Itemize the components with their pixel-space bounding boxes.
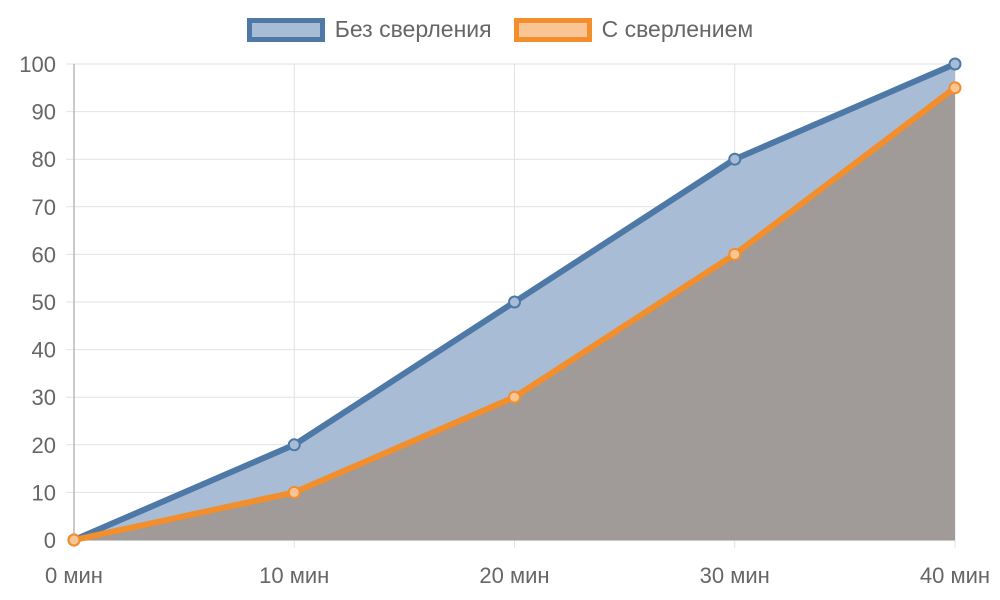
x-tick-label-0: 0 мин: [45, 563, 103, 588]
y-tick-label-10: 10: [32, 480, 56, 505]
data-point-series1-0: [67, 533, 81, 547]
y-tick-label-30: 30: [32, 385, 56, 410]
data-point-series0-4: [948, 57, 962, 71]
y-tick-label-80: 80: [32, 147, 56, 172]
x-tick-label-1: 10 мин: [259, 563, 329, 588]
legend-label-with-drilling: С сверлением: [601, 16, 754, 42]
x-tick-label-2: 20 мин: [479, 563, 549, 588]
y-tick-label-50: 50: [32, 290, 56, 315]
legend-label-no-drilling: Без сверления: [334, 16, 492, 42]
x-tick-label-4: 40 мин: [920, 563, 990, 588]
y-tick-label-90: 90: [32, 100, 56, 125]
y-tick-label-40: 40: [32, 338, 56, 363]
data-point-series0-3: [728, 152, 742, 166]
y-tick-label-0: 0: [44, 528, 56, 553]
data-point-series1-3: [728, 247, 742, 261]
data-point-series0-1: [287, 438, 301, 452]
data-point-series1-4: [948, 81, 962, 95]
y-tick-label-60: 60: [32, 242, 56, 267]
data-point-series0-2: [508, 295, 521, 309]
y-tick-label-70: 70: [32, 195, 56, 220]
legend: Без сверления С сверлением: [0, 16, 1000, 43]
x-tick-label-3: 30 мин: [700, 563, 770, 588]
legend-item-with-drilling[interactable]: С сверлением: [513, 16, 754, 43]
y-tick-label-20: 20: [32, 433, 56, 458]
area-fill-with-drilling: [74, 87, 955, 541]
y-tick-label-100: 100: [19, 52, 56, 77]
legend-item-no-drilling[interactable]: Без сверления: [246, 16, 492, 43]
legend-swatch-with-drilling: [513, 17, 592, 42]
data-point-series1-1: [287, 485, 301, 499]
data-point-series1-2: [508, 390, 521, 404]
legend-swatch-no-drilling: [246, 17, 325, 42]
